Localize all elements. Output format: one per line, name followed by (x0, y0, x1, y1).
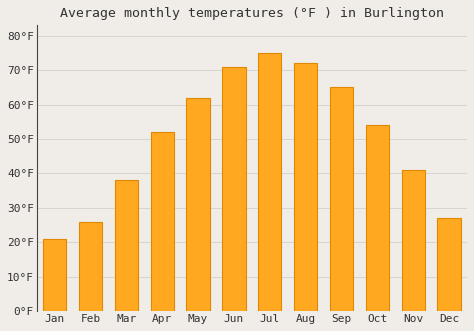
Bar (294, 63, 317, 311)
Bar (366, 125, 389, 311)
Bar (222, 67, 246, 311)
Title: Average monthly temperatures (°F ) in Burlington: Average monthly temperatures (°F ) in Bu… (60, 7, 444, 20)
Bar (43, 239, 66, 311)
Bar (330, 87, 353, 311)
Bar (79, 222, 102, 311)
Bar (401, 170, 425, 311)
Bar (151, 132, 174, 311)
Bar (115, 180, 138, 311)
Bar (438, 218, 461, 311)
Bar (186, 98, 210, 311)
Bar (258, 53, 282, 311)
